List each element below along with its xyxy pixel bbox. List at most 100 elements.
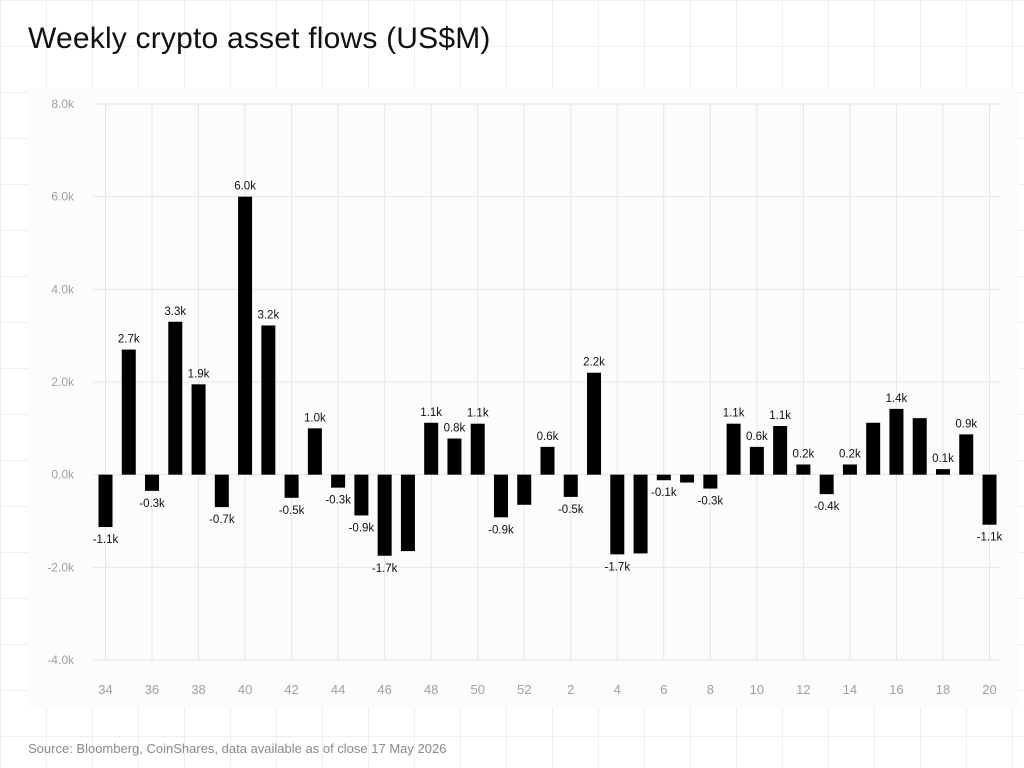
data-label: 3.2k	[257, 309, 279, 321]
bar	[493, 474, 508, 518]
bar	[307, 428, 322, 475]
x-tick-label: 50	[470, 682, 484, 697]
bar	[610, 474, 625, 555]
bar	[773, 426, 788, 475]
bar	[563, 474, 578, 497]
data-label: 1.1k	[420, 407, 442, 419]
data-label: 0.8k	[444, 423, 466, 435]
bar	[331, 474, 346, 488]
data-label: -0.3k	[698, 496, 724, 508]
bar	[982, 474, 997, 525]
bar	[749, 446, 764, 475]
data-label: 2.2k	[583, 357, 605, 369]
y-tick-label: -2.0k	[47, 560, 75, 574]
bar	[214, 474, 229, 508]
x-tick-label: 18	[936, 682, 950, 697]
bar	[935, 469, 950, 475]
x-tick-label: 36	[145, 682, 159, 697]
data-label: -0.5k	[558, 504, 584, 516]
data-label: -0.7k	[209, 514, 235, 526]
x-tick-label: 34	[98, 682, 112, 697]
y-tick-label: 4.0k	[51, 282, 75, 296]
y-tick-label: 2.0k	[51, 375, 75, 389]
x-tick-label: 20	[982, 682, 996, 697]
x-tick-label: 38	[191, 682, 205, 697]
y-tick-label: 6.0k	[51, 190, 75, 204]
bar	[377, 474, 392, 556]
data-label: 1.4k	[886, 393, 908, 405]
bar	[656, 474, 671, 481]
x-tick-label: 44	[331, 682, 345, 697]
bar	[796, 464, 811, 475]
bar	[168, 321, 183, 475]
data-label: 0.6k	[537, 431, 559, 443]
bar	[354, 474, 369, 516]
bar	[540, 446, 555, 475]
bar	[145, 474, 160, 491]
data-label: 2.7k	[118, 334, 140, 346]
bar	[517, 474, 532, 505]
x-tick-label: 52	[517, 682, 531, 697]
y-tick-label: -4.0k	[47, 653, 75, 667]
x-tick-label: 10	[750, 682, 764, 697]
x-tick-label: 48	[424, 682, 438, 697]
bar	[238, 196, 253, 475]
data-label: 1.1k	[769, 410, 791, 422]
data-label: 0.9k	[955, 418, 977, 430]
bar	[866, 422, 881, 475]
bar	[680, 474, 695, 483]
bar	[819, 474, 834, 495]
data-label: 1.1k	[467, 408, 489, 420]
data-label: 1.1k	[723, 408, 745, 420]
y-tick-label: 0.0k	[51, 468, 75, 482]
data-label: -0.1k	[651, 487, 677, 499]
bar	[98, 474, 113, 528]
x-tick-label: 16	[889, 682, 903, 697]
data-label: 0.2k	[839, 448, 861, 460]
bar	[191, 384, 206, 475]
x-tick-label: 40	[238, 682, 252, 697]
x-tick-label: 4	[614, 682, 621, 697]
x-tick-label: 14	[843, 682, 857, 697]
bar	[424, 422, 439, 475]
bar	[470, 423, 485, 475]
bar	[842, 464, 857, 475]
data-label: -1.7k	[372, 563, 398, 575]
bar	[447, 438, 462, 475]
x-tick-label: 12	[796, 682, 810, 697]
source-note: Source: Bloomberg, CoinShares, data avai…	[28, 741, 447, 756]
bar	[284, 474, 299, 498]
x-tick-label: 2	[567, 682, 574, 697]
data-label: -1.1k	[977, 532, 1003, 544]
data-label: 0.2k	[793, 448, 815, 460]
data-label: 0.1k	[932, 453, 954, 465]
bar	[912, 418, 927, 475]
data-label: 1.9k	[188, 368, 210, 380]
data-label: -0.9k	[488, 524, 514, 536]
data-label: -0.5k	[279, 505, 305, 517]
bar	[400, 474, 415, 552]
data-label: -0.4k	[814, 501, 840, 513]
y-tick-label: 8.0k	[51, 97, 75, 111]
data-label: -0.9k	[349, 522, 375, 534]
bar	[261, 325, 276, 475]
data-label: 0.6k	[746, 431, 768, 443]
bar	[703, 474, 718, 489]
data-label: -0.3k	[139, 498, 165, 510]
bar	[587, 372, 602, 475]
data-label: -1.1k	[93, 534, 119, 546]
data-label: -1.7k	[605, 561, 631, 573]
bar	[633, 474, 648, 554]
data-label: 3.3k	[164, 306, 186, 318]
data-label: -0.3k	[325, 495, 351, 507]
x-tick-label: 6	[660, 682, 667, 697]
data-label: 1.0k	[304, 412, 326, 424]
chart-title: Weekly crypto asset flows (US$M)	[28, 22, 491, 55]
x-tick-label: 8	[707, 682, 714, 697]
bar	[959, 434, 974, 475]
data-label: 6.0k	[234, 181, 256, 193]
bar	[889, 408, 904, 475]
x-tick-label: 42	[284, 682, 298, 697]
bar	[121, 349, 136, 475]
